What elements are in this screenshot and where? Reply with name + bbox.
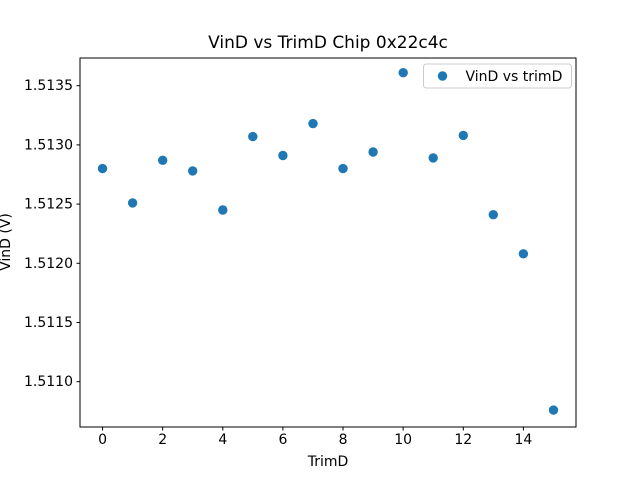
data-point (368, 147, 378, 157)
legend-box (423, 63, 572, 89)
data-point (97, 163, 108, 174)
x-axis-label: TrimD (307, 454, 349, 470)
x-tick-label: 8 (339, 432, 348, 448)
data-point (278, 150, 288, 161)
data-point (488, 210, 498, 220)
data-point (338, 163, 348, 174)
y-axis-label: VinD (V) (0, 213, 14, 271)
y-tick-label: 1.5110 (24, 374, 73, 390)
data-point (248, 131, 258, 142)
axes-spines (79, 57, 577, 428)
y-tick-label: 1.5135 (24, 78, 73, 94)
x-tick-label: 12 (454, 432, 472, 448)
legend-label: VinD vs trimD (466, 69, 563, 85)
x-tick-label: 10 (394, 432, 412, 448)
data-point (458, 130, 468, 141)
y-tick-label: 1.5125 (24, 197, 73, 213)
data-point (218, 205, 228, 215)
data-point (398, 68, 408, 78)
y-tick-label: 1.5130 (24, 137, 73, 153)
y-tick-label: 1.5120 (24, 256, 73, 272)
data-point (428, 153, 438, 163)
x-tick-label: 4 (218, 432, 227, 448)
data-point (158, 155, 168, 165)
x-tick-label: 0 (98, 432, 107, 448)
data-point (518, 249, 529, 259)
chart-title: VinD vs TrimD Chip 0x22c4c (208, 33, 448, 53)
y-tick-label: 1.5115 (24, 315, 73, 331)
x-tick-label: 6 (278, 432, 287, 448)
legend-marker-icon (437, 71, 448, 81)
x-tick-label: 14 (514, 432, 532, 448)
x-tick-label: 2 (158, 432, 167, 448)
data-point (127, 198, 138, 208)
data-point (308, 118, 318, 129)
data-point (188, 166, 198, 176)
data-point (548, 405, 559, 415)
